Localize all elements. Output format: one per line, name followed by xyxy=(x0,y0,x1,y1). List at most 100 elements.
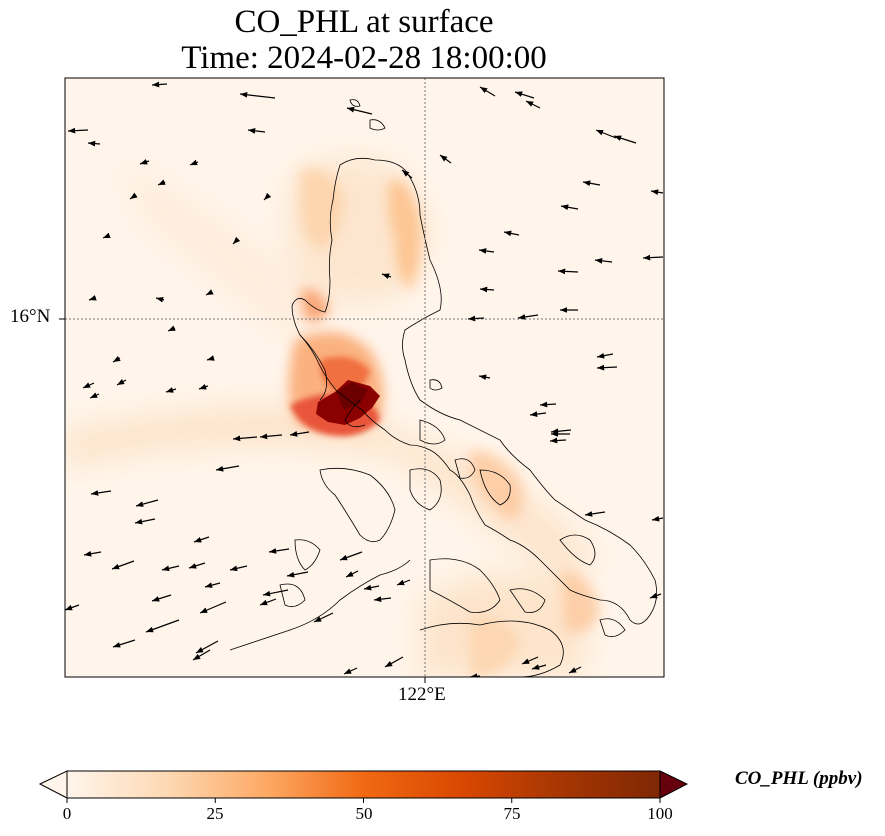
wind-arrow xyxy=(478,374,491,381)
colorbar-tick-label: 100 xyxy=(647,804,673,823)
wind-arrow xyxy=(521,656,539,665)
wind-arrow xyxy=(539,401,557,408)
wind-arrow xyxy=(206,355,215,361)
wind-arrow xyxy=(112,355,121,363)
longitude-tick-label: 122°E xyxy=(398,684,446,705)
wind-arrow xyxy=(229,565,248,572)
wind-arrow xyxy=(135,499,159,507)
wind-arrow xyxy=(198,383,209,390)
wind-arrow xyxy=(584,511,606,517)
wind-arrow xyxy=(479,286,495,293)
wind-arrow xyxy=(90,490,112,496)
wind-arrow xyxy=(116,378,127,386)
wind-arrow xyxy=(517,314,539,320)
wind-arrow xyxy=(155,296,165,303)
wind-arrow xyxy=(529,411,547,417)
colorbar-title: CO_PHL (ppbv) xyxy=(735,768,863,789)
wind-arrow xyxy=(396,579,411,586)
colorbar-max-extend xyxy=(659,770,689,799)
wind-arrow xyxy=(596,364,618,371)
map-title-line-1: CO_PHL at surface xyxy=(234,4,494,40)
wind-arrow xyxy=(557,268,579,275)
coastlines xyxy=(229,99,658,677)
wind-arrow xyxy=(247,127,266,134)
wind-arrow xyxy=(199,601,227,614)
map-figure xyxy=(59,77,665,683)
wind-arrow xyxy=(139,158,150,165)
wind-arrow xyxy=(651,515,664,522)
wind-arrow xyxy=(363,584,380,591)
wind-arrow xyxy=(165,387,177,393)
wind-arrow xyxy=(232,435,258,442)
wind-arrow xyxy=(232,236,241,245)
wind-arrow xyxy=(381,273,392,280)
wind-arrow xyxy=(525,100,541,109)
wind-arrow xyxy=(642,254,664,261)
wind-arrow xyxy=(259,433,283,440)
wind-arrow xyxy=(467,315,485,322)
wind-arrow xyxy=(343,667,358,675)
wind-arrow xyxy=(129,192,138,200)
wind-arrow xyxy=(345,570,359,578)
colorbar-tick-label: 25 xyxy=(206,804,224,823)
wind-arrow xyxy=(650,189,664,196)
colorbar xyxy=(38,770,689,803)
wind-arrow xyxy=(568,666,582,674)
wind-arrow xyxy=(259,598,277,606)
latitude-tick-label: 16°N xyxy=(10,306,51,327)
colorbar-tick-label: 75 xyxy=(503,804,521,823)
colorbar-ticks xyxy=(66,798,661,803)
wind-arrow xyxy=(478,248,495,254)
wind-arrow xyxy=(286,571,309,578)
colorbar-tick-label: 0 xyxy=(62,804,72,823)
wind-arrow xyxy=(112,639,136,648)
wind-arrow xyxy=(192,649,211,661)
wind-arrow xyxy=(503,230,520,237)
wind-arrow xyxy=(384,656,404,668)
wind-arrow xyxy=(549,437,567,444)
wind-arrow xyxy=(401,169,413,179)
wind-arrow xyxy=(87,140,101,147)
wind-arrow xyxy=(157,179,166,186)
wind-arrow xyxy=(268,548,290,554)
map-title-line-2: Time: 2024-02-28 18:00:00 xyxy=(181,40,547,76)
wind-arrow xyxy=(189,159,199,166)
wind-arrow xyxy=(151,594,172,602)
wind-arrow xyxy=(215,465,240,472)
wind-arrow xyxy=(531,664,547,670)
wind-arrow xyxy=(439,154,452,164)
colorbar-bar xyxy=(66,770,661,799)
colorbar-min-extend xyxy=(38,770,68,799)
wind-arrow xyxy=(346,106,373,115)
wind-arrow xyxy=(111,560,135,570)
map-frame xyxy=(64,77,665,678)
wind-arrow xyxy=(167,325,176,332)
wind-arrow xyxy=(594,257,613,264)
wind-arrow xyxy=(83,550,102,557)
wind-arrow xyxy=(289,431,310,437)
wind-arrow xyxy=(193,536,210,543)
wind-arrow xyxy=(145,619,180,633)
wind-arrow xyxy=(339,551,363,561)
wind-arrow xyxy=(204,582,221,588)
wind-arrow xyxy=(161,565,180,572)
wind-arrow xyxy=(263,192,272,201)
wind-arrow xyxy=(195,640,219,654)
wind-arrow xyxy=(89,392,100,399)
concentration-field xyxy=(65,78,664,677)
wind-arrow xyxy=(373,596,392,603)
colorbar-tick-label: 50 xyxy=(355,804,373,823)
wind-arrow xyxy=(67,127,89,134)
wind-arrow xyxy=(205,289,214,296)
wind-arrow xyxy=(649,592,662,599)
wind-arrow xyxy=(134,518,156,525)
wind-arrow xyxy=(82,382,95,389)
wind-arrow xyxy=(560,204,579,211)
wind-arrow xyxy=(151,81,168,88)
wind-arrow xyxy=(514,91,535,99)
wind-arrow xyxy=(88,294,97,301)
wind-arrow xyxy=(188,562,206,569)
wind-arrow xyxy=(595,129,617,139)
wind-arrow xyxy=(65,604,80,611)
wind-arrow xyxy=(582,180,601,187)
